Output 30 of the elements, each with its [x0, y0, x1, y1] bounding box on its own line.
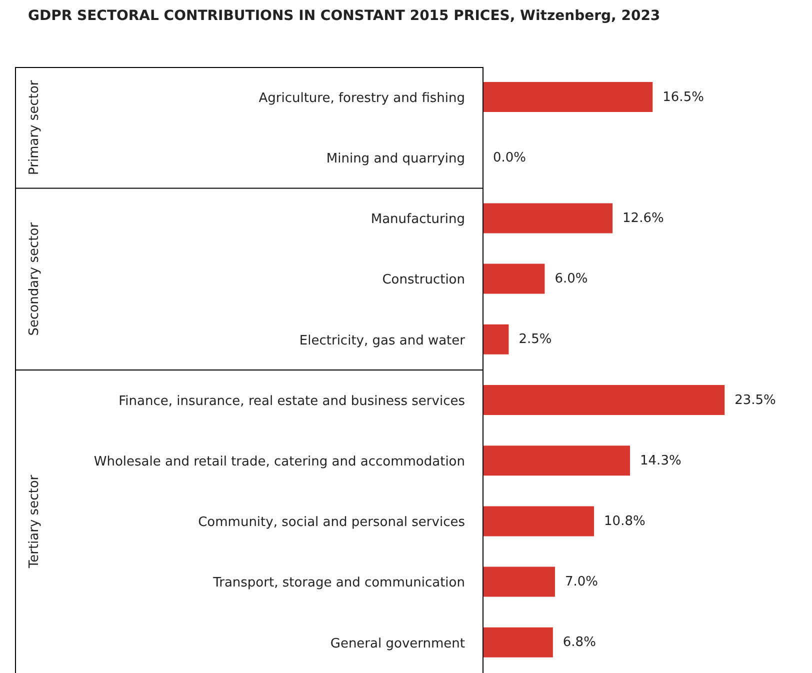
y-tick-label: Wholesale and retail trade, catering and accommodation — [94, 454, 465, 470]
y-tick-label: Finance, insurance, real estate and business services — [118, 394, 466, 409]
bar — [483, 506, 594, 536]
text: GDPR SECTORAL CONTRIBUTIONS IN CONSTANT 2015 PRICES, Witzenberg, 2023 — [28, 8, 660, 24]
bar — [483, 264, 545, 294]
bar — [483, 446, 630, 476]
data-label: 10.8% — [604, 514, 646, 529]
bar — [483, 82, 653, 112]
data-label: 0.0% — [493, 150, 526, 166]
bar — [483, 627, 553, 658]
y-tick-label: Construction — [382, 272, 465, 288]
data-label: 14.3% — [640, 453, 682, 468]
y-tick-label: Community, social and personal services — [198, 515, 466, 530]
y-tick-label: Mining and quarrying — [326, 152, 465, 167]
y-tick-label: General government — [330, 636, 465, 652]
data-label: 12.6% — [622, 211, 664, 226]
data-label: 6.0% — [554, 272, 588, 287]
y-tick-label: Transport, storage and communication — [212, 576, 465, 591]
data-label: 2.5% — [518, 332, 552, 348]
y-tick-label: Agriculture, forestry and fishing — [258, 90, 465, 106]
bar — [483, 203, 613, 234]
y-tick-label: Manufacturing — [370, 212, 465, 228]
data-label: 7.0% — [564, 574, 598, 590]
bar — [483, 385, 725, 415]
data-label: 23.5% — [734, 392, 776, 408]
bar — [483, 324, 509, 354]
y-tick-label: Electricity, gas and water — [299, 333, 466, 348]
data-label: 16.5% — [662, 90, 704, 105]
data-label: 6.8% — [562, 635, 596, 650]
bar — [483, 566, 555, 597]
